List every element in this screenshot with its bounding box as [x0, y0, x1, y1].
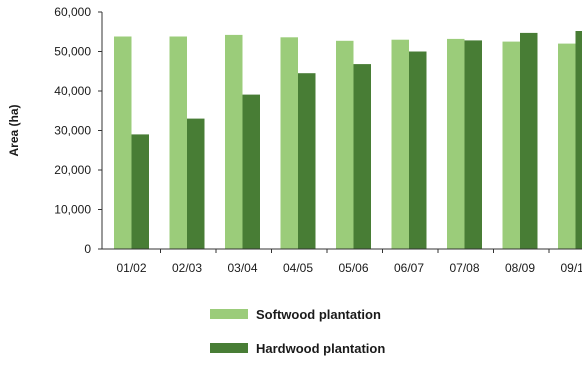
bar-hardwood-06-07 — [409, 51, 427, 249]
x-tick-label: 07/08 — [449, 261, 479, 275]
y-tick-label: 20,000 — [54, 163, 91, 177]
bar-hardwood-08-09 — [520, 32, 538, 250]
bar-hardwood-07-08 — [464, 40, 482, 250]
y-tick-label: 50,000 — [54, 45, 91, 59]
legend-label-softwood: Softwood plantation — [256, 306, 381, 322]
bar-softwood-05-06 — [336, 40, 354, 249]
bar-softwood-07-08 — [447, 38, 465, 250]
y-tick-label: 40,000 — [54, 84, 91, 98]
bar-hardwood-02-03 — [187, 118, 205, 249]
bar-softwood-09-10 — [558, 43, 576, 249]
x-tick-label: 04/05 — [283, 261, 313, 275]
x-tick-label: 03/04 — [227, 261, 257, 275]
bar-softwood-01-02 — [114, 36, 132, 249]
bar-hardwood-04-05 — [298, 73, 316, 249]
y-tick-label: 10,000 — [54, 203, 91, 217]
x-tick-label: 01/02 — [116, 261, 146, 275]
legend-swatch-softwood — [210, 309, 248, 319]
bar-hardwood-01-02 — [131, 134, 149, 249]
bar-softwood-02-03 — [169, 36, 187, 249]
x-ticks-group: 01/02 02/03 03/04 04/05 05/06 06/07 07/08 08/09… — [116, 249, 582, 275]
bar-softwood-08-09 — [502, 41, 520, 249]
legend-item-softwood: Softwood plantation — [210, 304, 385, 324]
x-tick-label: 08/09 — [505, 261, 535, 275]
bar-hardwood-03-04 — [242, 94, 260, 249]
bar-hardwood-09-10 — [575, 31, 582, 249]
x-tick-label: 05/06 — [338, 261, 368, 275]
legend-item-hardwood: Hardwood plantation — [210, 338, 385, 358]
y-tick-label: 30,000 — [54, 124, 91, 138]
legend-swatch-hardwood — [210, 343, 248, 353]
x-tick-label: 06/07 — [394, 261, 424, 275]
legend-label-hardwood: Hardwood plantation — [256, 340, 386, 356]
y-tick-label: 60,000 — [54, 5, 91, 19]
y-axis-label: Area (ha) — [7, 104, 21, 156]
bars-group — [114, 31, 582, 250]
x-tick-label: 09/10 — [560, 261, 582, 275]
bar-hardwood-05-06 — [353, 64, 371, 249]
bar-softwood-03-04 — [225, 34, 243, 250]
legend: Softwood plantation Hardwood plantation — [210, 304, 385, 358]
y-tick-label: 0 — [84, 242, 91, 256]
y-ticks-group: 0 10,000 20,000 30,000 40,000 50,000 60,000 — [54, 5, 102, 256]
bar-softwood-06-07 — [391, 39, 409, 250]
bar-softwood-04-05 — [280, 37, 298, 249]
x-tick-label: 02/03 — [172, 261, 202, 275]
